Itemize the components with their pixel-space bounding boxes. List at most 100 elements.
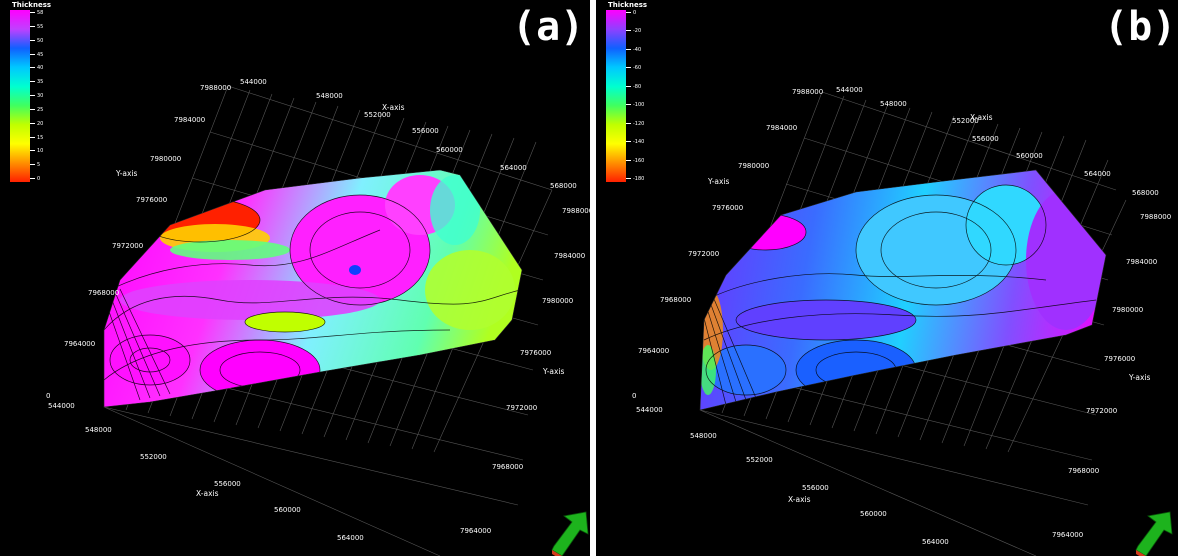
y-tick-left-b: 7984000 <box>766 124 797 132</box>
y-tick-right-b: 7972000 <box>1086 407 1117 415</box>
y-tick-left-b: 7968000 <box>660 296 691 304</box>
colorbar-a <box>10 10 30 182</box>
y-tick-left-a: 7964000 <box>64 340 95 348</box>
y-tick-right-a: 7968000 <box>492 463 523 471</box>
x-axis-bottom-label-a: X-axis <box>196 489 219 498</box>
x-tick-top-a: 544000 <box>240 78 267 86</box>
map-a-svg: X-axis X-axis Y-axis Y-axis 0 544000 548… <box>46 78 590 556</box>
y-tick-right-b: 7976000 <box>1104 355 1135 363</box>
x-tick-top-b: 564000 <box>1084 170 1111 178</box>
y-tick-left-b: 7988000 <box>792 88 823 96</box>
colorbar-tick-label: -100 <box>626 102 644 108</box>
x-tick-top-b: 560000 <box>1016 152 1043 160</box>
panel-b: X-axis X-axis Y-axis Y-axis 0 544000 548… <box>596 0 1178 556</box>
panel-divider <box>590 0 596 556</box>
colorbar-tick-label: -40 <box>626 47 641 53</box>
x-tick-top-b: 568000 <box>1132 189 1159 197</box>
y-tick-left-a: 7976000 <box>136 196 167 204</box>
legend-title-a: Thickness <box>12 1 52 9</box>
colorbar-tick-label: 20 <box>30 121 43 127</box>
y-tick-left-b: 7976000 <box>712 204 743 212</box>
x-tick-top-b: 548000 <box>880 100 907 108</box>
x-tick-top-a: 560000 <box>436 146 463 154</box>
y-tick-left-a: 7980000 <box>150 155 181 163</box>
colorbar-tick-label: 15 <box>30 135 43 141</box>
y-tick-left-a: 7968000 <box>88 289 119 297</box>
x-tick-bottom-b: 548000 <box>690 432 717 440</box>
colorbar-tick-label: 45 <box>30 52 43 58</box>
x-tick-bottom-a: 564000 <box>337 534 364 542</box>
colorbar-tick-label: 40 <box>30 65 43 71</box>
y-tick-left-b: 7980000 <box>738 162 769 170</box>
y-tick-right-b: 7968000 <box>1068 467 1099 475</box>
y-tick-left-a: 7972000 <box>112 242 143 250</box>
y-tick-left-b: 7972000 <box>688 250 719 258</box>
x-tick-top-a: 548000 <box>316 92 343 100</box>
y-tick-right-b: 7984000 <box>1126 258 1157 266</box>
y-tick-left-a: 7988000 <box>200 84 231 92</box>
colorbar-ticks-b: 0 -20 -40 -60 -80 -100 -120 -140 -160 -180 <box>626 10 666 182</box>
x-tick-bottom-b: 564000 <box>922 538 949 546</box>
y-tick-left-b: 7964000 <box>638 347 669 355</box>
origin-label-b: 0 <box>632 392 636 400</box>
colorbar-tick-label: 0 <box>30 176 40 182</box>
y-tick-right-a: 7976000 <box>520 349 551 357</box>
colorbar-tick-label: 58 <box>30 10 43 16</box>
colorbar-tick-label: -140 <box>626 139 644 145</box>
origin-label-a: 0 <box>46 392 50 400</box>
x-tick-top-a: 556000 <box>412 127 439 135</box>
y-axis-right-label-a: Y-axis <box>542 367 565 376</box>
y-tick-right-a: 7972000 <box>506 404 537 412</box>
colorbar-tick-label: 55 <box>30 24 43 30</box>
colorbar-tick-label: -60 <box>626 65 641 71</box>
north-arrow-icon-b <box>1135 511 1173 556</box>
colorbar-tick-label: 35 <box>30 79 43 85</box>
y-tick-right-a: 7980000 <box>542 297 573 305</box>
thickness-surface-b <box>700 170 1106 410</box>
y-tick-right-a: 7984000 <box>554 252 585 260</box>
y-axis-left-label-a: Y-axis <box>115 169 138 178</box>
colorbar-tick-label: -80 <box>626 84 641 90</box>
legend-title-b: Thickness <box>608 1 648 9</box>
y-tick-right-b: 7980000 <box>1112 306 1143 314</box>
panel-label-a: (a) <box>512 4 585 50</box>
x-tick-top-a: 568000 <box>550 182 577 190</box>
x-tick-bottom-b: 552000 <box>746 456 773 464</box>
x-tick-bottom-a: 552000 <box>140 453 167 461</box>
colorbar-tick-label: 0 <box>626 10 636 16</box>
colorbar-tick-label: -20 <box>626 28 641 34</box>
y-axis-left-label-b: Y-axis <box>707 177 730 186</box>
x-tick-bottom-a: 556000 <box>214 480 241 488</box>
colorbar-tick-label: 30 <box>30 93 43 99</box>
x-axis-top-label-a: X-axis <box>382 103 405 112</box>
colorbar-tick-label: 25 <box>30 107 43 113</box>
colorbar-tick-label: -120 <box>626 121 644 127</box>
colorbar-ticks-a: 58 55 50 45 40 35 30 25 20 15 10 5 0 <box>30 10 70 182</box>
x-tick-top-b: 552000 <box>952 117 979 125</box>
y-axis-right-label-b: Y-axis <box>1128 373 1151 382</box>
y-tick-right-a: 7988000 <box>562 207 590 215</box>
panel-label-b: (b) <box>1104 4 1177 50</box>
panel-a: X-axis X-axis Y-axis Y-axis 0 544000 548… <box>0 0 590 556</box>
x-tick-top-b: 544000 <box>836 86 863 94</box>
colorbar-b <box>606 10 626 182</box>
x-tick-top-a: 564000 <box>500 164 527 172</box>
x-tick-bottom-a: 560000 <box>274 506 301 514</box>
colorbar-tick-label: -160 <box>626 158 644 164</box>
x-axis-bottom-label-b: X-axis <box>788 495 811 504</box>
colorbar-tick-label: -180 <box>626 176 644 182</box>
colorbar-tick-label: 10 <box>30 148 43 154</box>
y-tick-right-b: 7988000 <box>1140 213 1171 221</box>
y-tick-right-a: 7964000 <box>460 527 491 535</box>
x-tick-top-a: 552000 <box>364 111 391 119</box>
colorbar-tick-label: 50 <box>30 38 43 44</box>
y-tick-right-b: 7964000 <box>1052 531 1083 539</box>
x-tick-bottom-b: 560000 <box>860 510 887 518</box>
colorbar-tick-label: 5 <box>30 162 40 168</box>
x-tick-bottom-a: 548000 <box>85 426 112 434</box>
x-tick-bottom-a: 544000 <box>48 402 75 410</box>
x-tick-bottom-b: 556000 <box>802 484 829 492</box>
x-tick-bottom-b: 544000 <box>636 406 663 414</box>
map-b-svg: X-axis X-axis Y-axis Y-axis 0 544000 548… <box>632 86 1173 556</box>
y-tick-left-a: 7984000 <box>174 116 205 124</box>
